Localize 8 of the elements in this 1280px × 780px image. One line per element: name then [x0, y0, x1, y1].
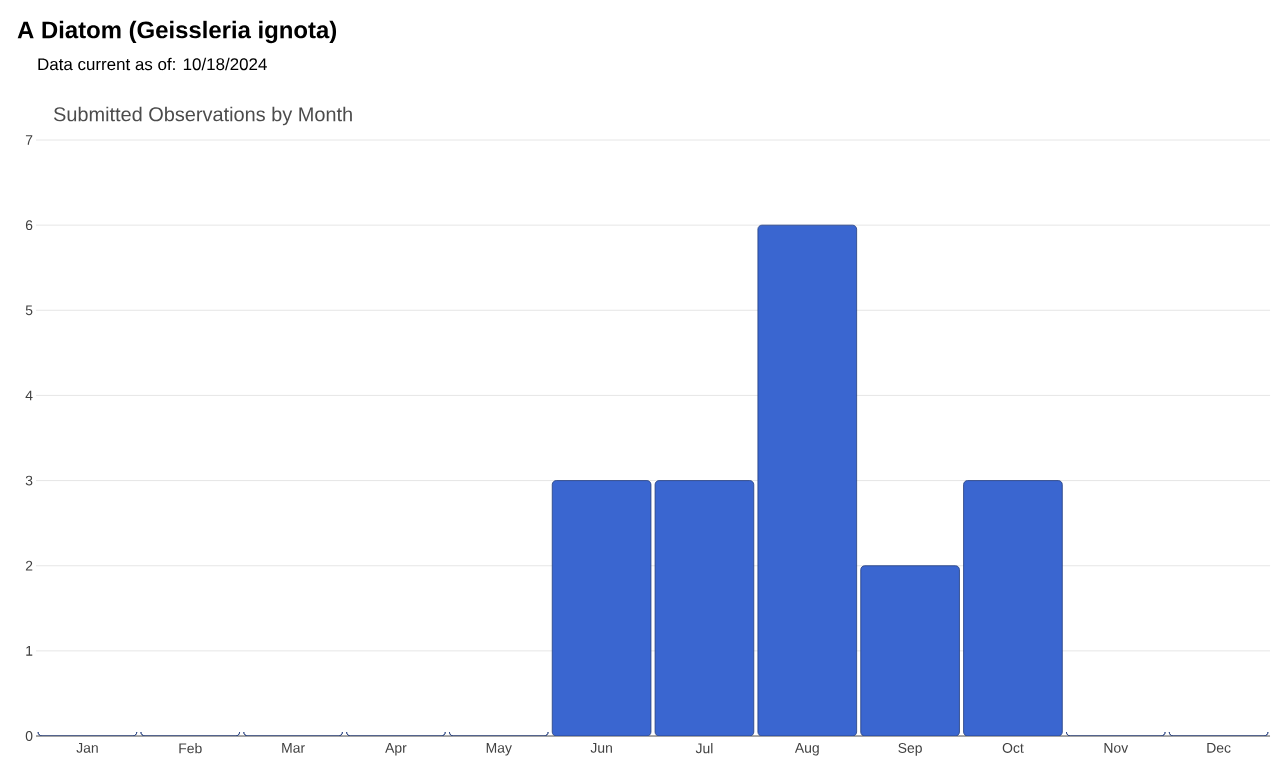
bar — [757, 224, 858, 736]
bar — [551, 480, 652, 736]
bar — [963, 480, 1063, 736]
chart-subtitle: Data current as of: 10/18/2024 — [38, 57, 267, 71]
text: Submitted Observations by Month — [53, 106, 352, 126]
bar — [654, 480, 755, 736]
chart-title: A Diatom (Geissleria ignota) — [17, 20, 337, 44]
bar — [860, 565, 960, 736]
